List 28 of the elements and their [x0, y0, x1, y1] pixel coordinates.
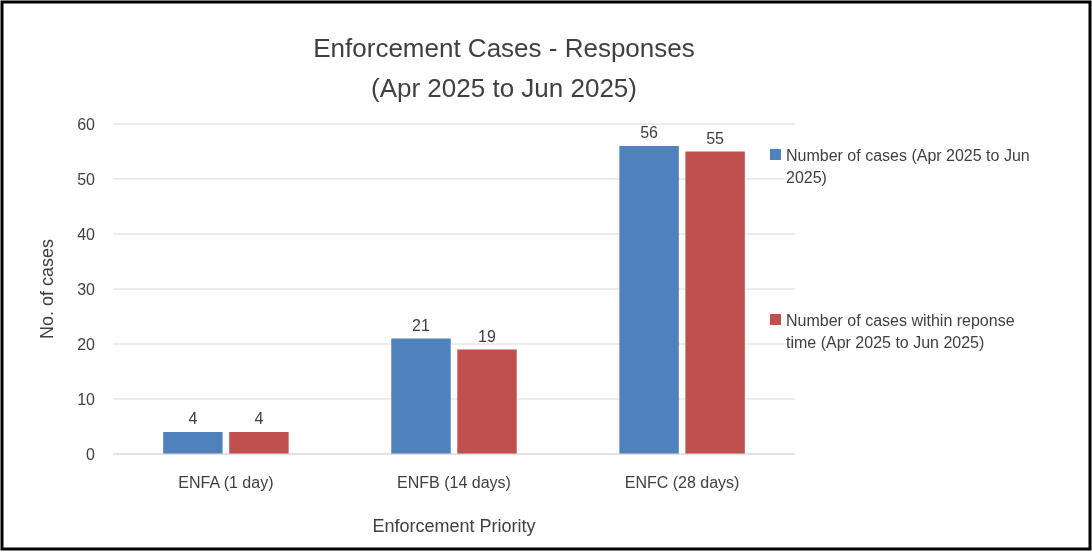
data-label: 4	[254, 410, 264, 427]
y-axis-title: No. of cases	[37, 238, 57, 340]
data-label: 55	[706, 129, 725, 147]
x-axis-title: Enforcement Priority	[372, 516, 536, 536]
chart-title: Enforcement Cases - Responses	[313, 33, 695, 63]
bar	[163, 432, 223, 454]
y-tick-label: 10	[77, 390, 96, 408]
x-tick-label: ENFC (28 days)	[624, 474, 740, 491]
x-tick-label: ENFA (1 day)	[178, 474, 274, 491]
data-label: 56	[640, 124, 659, 141]
bar	[229, 432, 289, 454]
x-tick-label: ENFB (14 days)	[397, 474, 511, 491]
chart-subtitle: (Apr 2025 to Jun 2025)	[371, 73, 637, 103]
y-tick-label: 60	[77, 115, 96, 133]
y-tick-label: 20	[77, 335, 96, 353]
bar	[457, 349, 517, 454]
y-tick-label: 50	[77, 170, 96, 188]
data-label: 21	[412, 316, 430, 334]
legend-label: Number of cases (Apr 2025 to Jun 2025)	[786, 146, 1030, 186]
y-tick-label: 0	[86, 445, 96, 463]
bar	[391, 338, 451, 454]
bar	[685, 151, 745, 454]
legend-label: Number of cases within reponse time (Apr 2025 to Jun 2025)	[786, 311, 1015, 351]
y-tick-label: 40	[77, 225, 96, 243]
data-label: 4	[188, 410, 198, 427]
bar	[619, 146, 679, 454]
y-tick-label: 30	[77, 280, 96, 298]
data-label: 19	[478, 327, 497, 345]
